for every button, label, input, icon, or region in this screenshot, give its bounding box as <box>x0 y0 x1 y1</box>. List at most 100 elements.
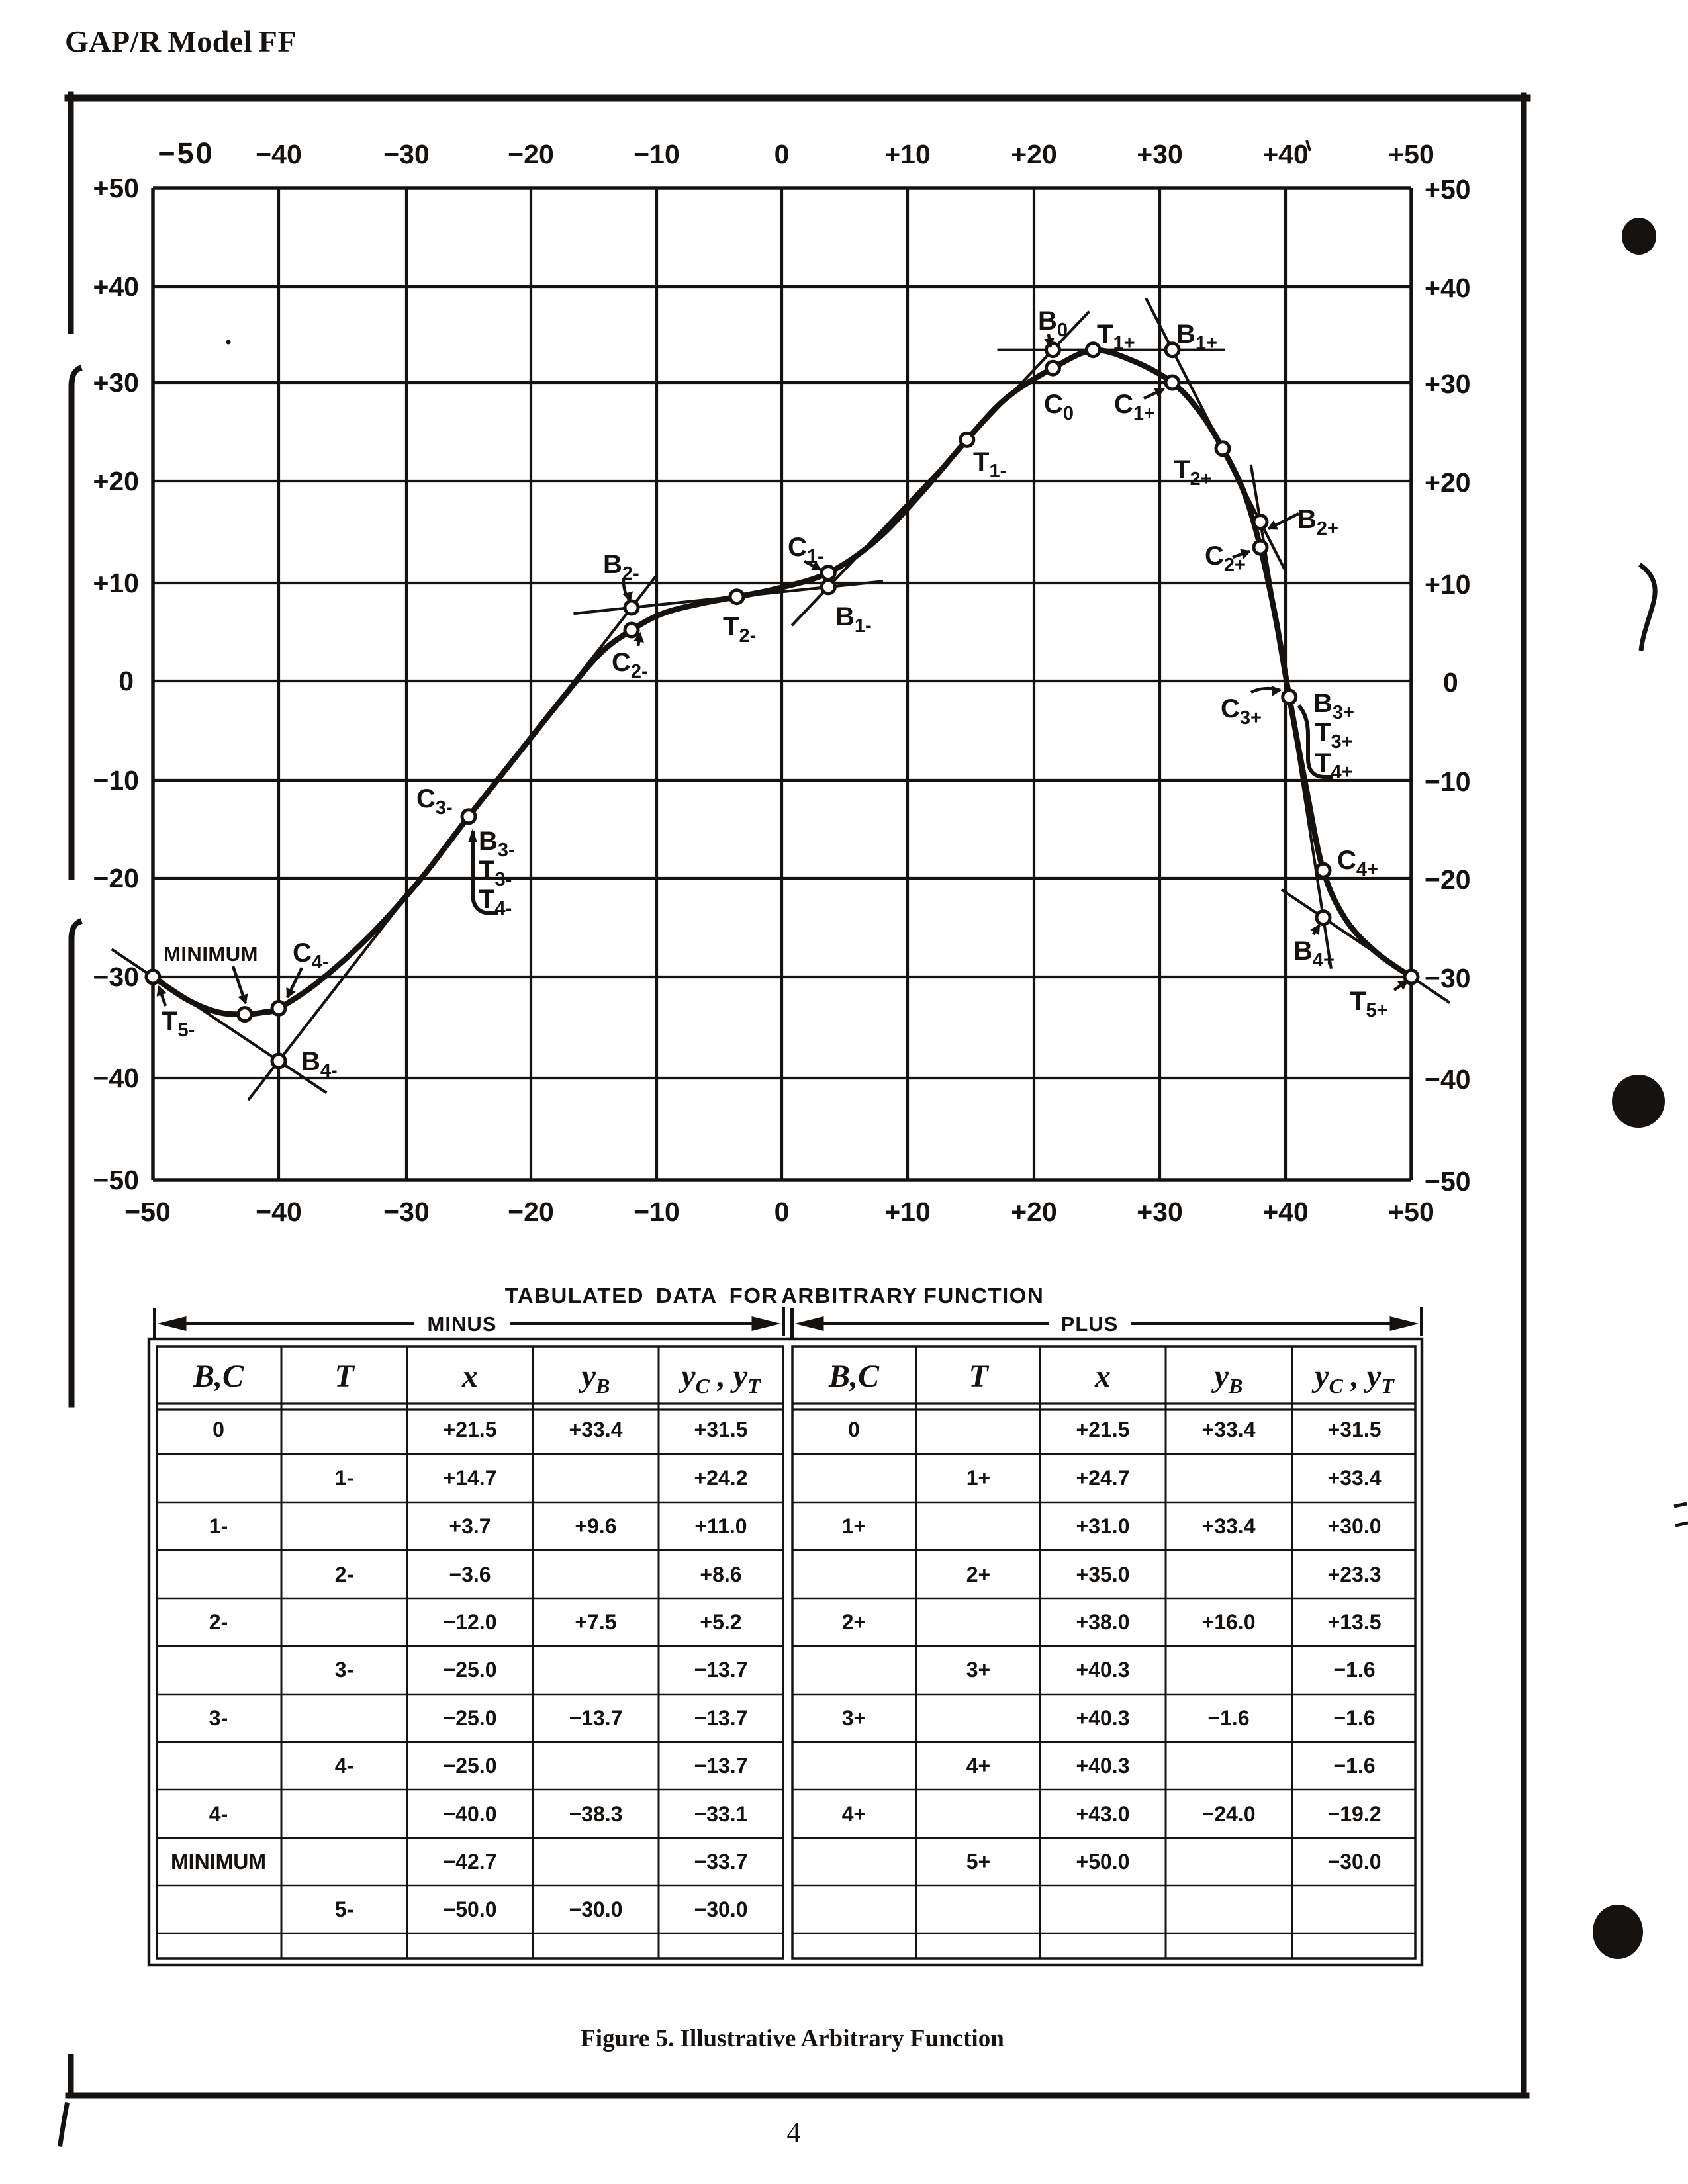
svg-text:−40: −40 <box>1425 1064 1471 1095</box>
svg-text:4+: 4+ <box>842 1802 866 1826</box>
svg-text:−12.0: −12.0 <box>444 1610 497 1634</box>
svg-text:B,C: B,C <box>193 1359 244 1394</box>
svg-text:+21.5: +21.5 <box>444 1418 497 1441</box>
svg-text:+43.0: +43.0 <box>1076 1802 1130 1826</box>
svg-text:−42.7: −42.7 <box>444 1850 497 1874</box>
svg-text:MINUS: MINUS <box>428 1312 497 1336</box>
svg-text:+38.0: +38.0 <box>1076 1610 1130 1634</box>
svg-text:0: 0 <box>774 139 790 169</box>
svg-text:3+: 3+ <box>966 1658 990 1682</box>
svg-text:−33.7: −33.7 <box>694 1850 748 1874</box>
svg-text:5+: 5+ <box>966 1850 990 1874</box>
svg-text:2-: 2- <box>335 1563 353 1586</box>
svg-text:−50: −50 <box>93 1165 139 1195</box>
svg-text:+7.5: +7.5 <box>575 1610 616 1634</box>
svg-text:+5.2: +5.2 <box>700 1610 741 1634</box>
svg-text:C0: C0 <box>1044 390 1074 424</box>
svg-text:−50: −50 <box>1425 1166 1471 1197</box>
svg-text:−20: −20 <box>1425 864 1471 895</box>
svg-text:+8.6: +8.6 <box>700 1563 741 1586</box>
svg-text:yB: yB <box>579 1359 610 1398</box>
svg-text:+10: +10 <box>93 568 139 598</box>
svg-text:+40.3: +40.3 <box>1076 1658 1130 1682</box>
svg-text:+50: +50 <box>1388 1197 1434 1227</box>
svg-text:5-: 5- <box>335 1897 353 1921</box>
svg-text:+33.4: +33.4 <box>569 1418 623 1441</box>
svg-text:+11.0: +11.0 <box>694 1514 747 1538</box>
svg-text:GAP/R Model FF: GAP/R Model FF <box>65 24 297 58</box>
svg-text:−13.7: −13.7 <box>569 1706 623 1730</box>
svg-text:−50: −50 <box>124 1197 171 1227</box>
svg-text:+14.7: +14.7 <box>444 1466 497 1490</box>
svg-text:+20: +20 <box>1011 1197 1057 1227</box>
svg-text:−30: −30 <box>93 962 139 992</box>
svg-text:+9.6: +9.6 <box>575 1514 616 1538</box>
svg-text:+40: +40 <box>1262 1197 1309 1227</box>
svg-text:0: 0 <box>212 1418 224 1441</box>
svg-text:−38.3: −38.3 <box>569 1802 623 1826</box>
svg-text:−10: −10 <box>1425 766 1471 797</box>
svg-text:+20: +20 <box>93 466 139 496</box>
svg-text:−13.7: −13.7 <box>694 1706 748 1730</box>
svg-text:C2+: C2+ <box>1205 541 1246 576</box>
svg-text:−40: −40 <box>256 139 302 169</box>
svg-text:+40.3: +40.3 <box>1076 1706 1130 1730</box>
svg-text:−40: −40 <box>93 1063 139 1093</box>
svg-text:4-: 4- <box>335 1754 353 1778</box>
svg-text:yC , yT: yC , yT <box>678 1359 761 1398</box>
svg-text:+10: +10 <box>884 139 931 169</box>
svg-text:T: T <box>968 1359 989 1394</box>
svg-text:+40: +40 <box>1425 273 1471 303</box>
svg-text:MINIMUM: MINIMUM <box>164 942 258 966</box>
svg-text:4+: 4+ <box>966 1754 990 1778</box>
svg-text:−10: −10 <box>93 765 139 796</box>
svg-text:−25.0: −25.0 <box>444 1658 497 1682</box>
svg-text:+31.0: +31.0 <box>1076 1514 1130 1538</box>
svg-text:C4-: C4- <box>293 938 329 973</box>
svg-text:1+: 1+ <box>842 1514 866 1538</box>
svg-text:−10: −10 <box>633 1197 680 1227</box>
svg-text:+30: +30 <box>93 367 139 398</box>
svg-text:1+: 1+ <box>966 1466 990 1490</box>
svg-text:T: T <box>334 1359 355 1394</box>
svg-text:0: 0 <box>774 1197 790 1227</box>
svg-text:−30: −30 <box>383 139 430 169</box>
svg-text:−50: −50 <box>158 136 214 170</box>
svg-text:−30.0: −30.0 <box>694 1897 748 1921</box>
svg-text:T1-: T1- <box>973 447 1006 482</box>
svg-text:+50.0: +50.0 <box>1076 1850 1130 1874</box>
svg-text:yC , yT: yC , yT <box>1311 1359 1395 1398</box>
svg-text:+21.5: +21.5 <box>1076 1418 1130 1441</box>
svg-text:x: x <box>1094 1359 1111 1394</box>
svg-text:+50: +50 <box>1388 139 1434 169</box>
svg-text:+10: +10 <box>1425 569 1471 600</box>
svg-text:B,C: B,C <box>828 1359 880 1394</box>
svg-text:−20: −20 <box>508 1197 554 1227</box>
svg-text:C2-: C2- <box>612 648 648 682</box>
svg-text:−1.6: −1.6 <box>1207 1706 1249 1730</box>
svg-text:+40: +40 <box>1262 139 1309 169</box>
svg-text:3-: 3- <box>209 1706 228 1730</box>
svg-text:+20: +20 <box>1425 467 1471 498</box>
svg-text:PLUS: PLUS <box>1061 1312 1119 1336</box>
svg-text:2+: 2+ <box>842 1610 866 1634</box>
svg-text:−30.0: −30.0 <box>1328 1850 1382 1874</box>
svg-text:2-: 2- <box>209 1610 228 1634</box>
svg-text:4: 4 <box>787 2118 801 2148</box>
svg-text:−20: −20 <box>508 139 554 169</box>
svg-text:−40.0: −40.0 <box>444 1802 497 1826</box>
svg-text:−30.0: −30.0 <box>569 1897 623 1921</box>
svg-text:Figure 5. Illustrative Arbitra: Figure 5. Illustrative Arbitrary Functio… <box>581 2025 1004 2052</box>
svg-text:−30: −30 <box>383 1197 430 1227</box>
svg-text:−19.2: −19.2 <box>1328 1802 1382 1826</box>
svg-text:+3.7: +3.7 <box>449 1514 491 1538</box>
svg-text:−24.0: −24.0 <box>1202 1802 1256 1826</box>
svg-text:−40: −40 <box>256 1197 302 1227</box>
svg-text:+13.5: +13.5 <box>1328 1610 1382 1634</box>
svg-text:+30.0: +30.0 <box>1328 1514 1382 1538</box>
svg-text:+10: +10 <box>884 1197 931 1227</box>
svg-text:0: 0 <box>1443 667 1458 698</box>
svg-text:+24.7: +24.7 <box>1076 1466 1130 1490</box>
svg-text:MINIMUM: MINIMUM <box>171 1850 266 1874</box>
svg-text:+20: +20 <box>1011 139 1057 169</box>
